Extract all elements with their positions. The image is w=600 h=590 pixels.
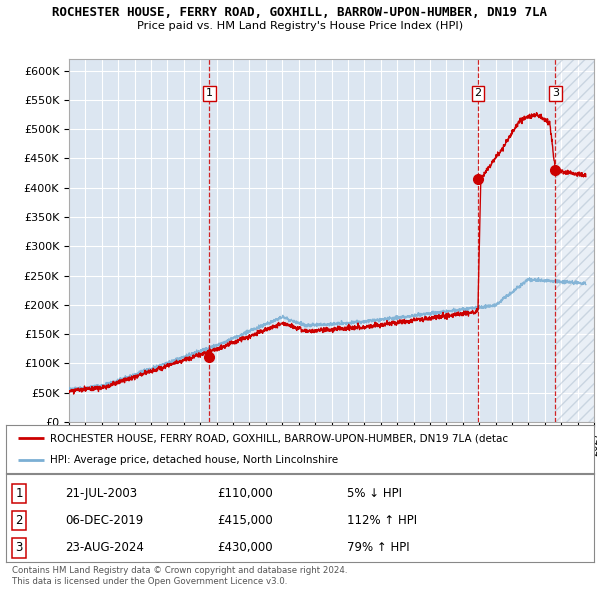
Text: £415,000: £415,000 bbox=[218, 514, 274, 527]
Text: 23-AUG-2024: 23-AUG-2024 bbox=[65, 541, 143, 554]
Text: 1: 1 bbox=[206, 88, 213, 99]
Text: 21-JUL-2003: 21-JUL-2003 bbox=[65, 487, 137, 500]
Text: Contains HM Land Registry data © Crown copyright and database right 2024.
This d: Contains HM Land Registry data © Crown c… bbox=[12, 566, 347, 586]
Text: 112% ↑ HPI: 112% ↑ HPI bbox=[347, 514, 417, 527]
Text: 3: 3 bbox=[15, 541, 23, 554]
Text: 5% ↓ HPI: 5% ↓ HPI bbox=[347, 487, 402, 500]
Text: HPI: Average price, detached house, North Lincolnshire: HPI: Average price, detached house, Nort… bbox=[50, 455, 338, 465]
Text: Price paid vs. HM Land Registry's House Price Index (HPI): Price paid vs. HM Land Registry's House … bbox=[137, 21, 463, 31]
Text: 2: 2 bbox=[15, 514, 23, 527]
Text: 3: 3 bbox=[552, 88, 559, 99]
Text: 1: 1 bbox=[15, 487, 23, 500]
Bar bbox=[556, 59, 594, 422]
Text: 06-DEC-2019: 06-DEC-2019 bbox=[65, 514, 143, 527]
Text: £430,000: £430,000 bbox=[218, 541, 274, 554]
Text: £110,000: £110,000 bbox=[218, 487, 274, 500]
Text: ROCHESTER HOUSE, FERRY ROAD, GOXHILL, BARROW-UPON-HUMBER, DN19 7LA (detac: ROCHESTER HOUSE, FERRY ROAD, GOXHILL, BA… bbox=[50, 433, 508, 443]
Text: 79% ↑ HPI: 79% ↑ HPI bbox=[347, 541, 410, 554]
Text: 2: 2 bbox=[474, 88, 481, 99]
Bar bbox=[556, 59, 594, 422]
Text: ROCHESTER HOUSE, FERRY ROAD, GOXHILL, BARROW-UPON-HUMBER, DN19 7LA: ROCHESTER HOUSE, FERRY ROAD, GOXHILL, BA… bbox=[53, 6, 548, 19]
